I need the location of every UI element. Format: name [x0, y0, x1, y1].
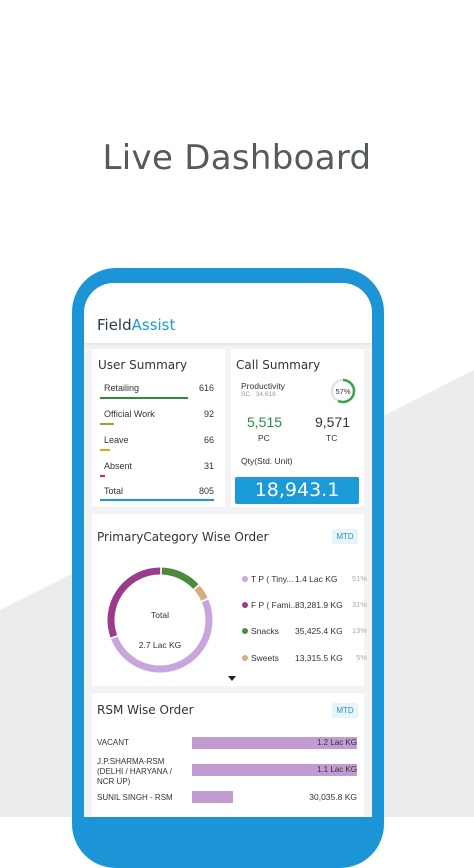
- user-summary-row-leave[interactable]: Leave 66: [100, 435, 214, 449]
- legend-percent: 13%: [351, 626, 367, 635]
- donut-segment[interactable]: [111, 599, 213, 673]
- user-summary-title: User Summary: [98, 358, 188, 372]
- user-summary-card[interactable]: User Summary Retailing 616 Official Work…: [92, 349, 225, 507]
- legend-item[interactable]: Sweets 13,315.5 KG 5%: [242, 653, 367, 665]
- legend-name: T P ( Tiny...: [251, 574, 294, 584]
- rsm-bar: [192, 764, 357, 776]
- legend-amount: 83,281.9 KG: [295, 600, 343, 610]
- rsm-bar: [192, 791, 234, 803]
- row-label: Leave: [104, 435, 129, 445]
- rsm-value: 1.2 Lac KG: [316, 738, 357, 747]
- rsm-value: 30,035.8 KG: [309, 792, 357, 802]
- rsm-row[interactable]: J.P.SHARMA-RSM (DELHI / HARYANA / NCR UP…: [97, 757, 359, 791]
- app-logo: FieldAssist: [97, 316, 175, 334]
- phone-screen: FieldAssist User Summary Retailing 616 O…: [84, 283, 372, 817]
- productivity-gauge: 57%: [330, 378, 356, 404]
- legend-amount: 13,315.5 KG: [295, 653, 343, 663]
- app-bar: FieldAssist: [84, 283, 372, 344]
- mtd-badge[interactable]: MTD: [332, 703, 358, 718]
- logo-text-assist: Assist: [131, 316, 176, 334]
- qty-value-box: 18,943.1: [235, 477, 359, 504]
- row-value: 31: [203, 461, 214, 471]
- category-donut-chart: Total 2.7 Lac KG: [107, 567, 213, 673]
- rsm-row[interactable]: SUNIL SINGH - RSM: [97, 791, 359, 805]
- donut-center-label: Total: [151, 610, 169, 620]
- qty-label: Qty(Std. Unit): [241, 456, 293, 466]
- rsm-card[interactable]: RSM Wise Order MTD VACANT J.P.SHARMA-RSM…: [92, 693, 364, 817]
- row-label: Official Work: [104, 409, 155, 419]
- legend-percent: 5%: [356, 653, 367, 662]
- rsm-name: J.P.SHARMA-RSM (DELHI / HARYANA / NCR UP…: [97, 757, 172, 786]
- legend-dot: [242, 576, 248, 582]
- donut-center-value: 2.7 Lac KG: [139, 640, 182, 650]
- leave-bar: [100, 449, 110, 451]
- row-value: 805: [198, 486, 214, 496]
- legend-amount: 1.4 Lac KG: [295, 574, 338, 584]
- rsm-name: SUNIL SINGH - RSM: [97, 793, 173, 802]
- legend-name: Snacks: [251, 626, 279, 636]
- legend-amount: 35,425.4 KG: [295, 626, 343, 636]
- official-work-bar: [100, 423, 114, 425]
- pc-value: 5,515: [247, 414, 283, 430]
- legend-name: F P ( Fami...: [251, 600, 298, 610]
- absent-bar: [100, 475, 105, 477]
- rsm-bar: [192, 737, 357, 749]
- retailing-bar: [100, 397, 188, 399]
- legend-percent: 51%: [351, 574, 367, 583]
- donut-segment[interactable]: [194, 585, 208, 601]
- legend-dot: [242, 628, 248, 634]
- qty-value: 18,943.1: [254, 479, 340, 501]
- primary-category-title: PrimaryCategory Wise Order: [97, 530, 269, 544]
- call-summary-title: Call Summary: [236, 358, 321, 372]
- call-summary-card[interactable]: Call Summary Productivity SC · 34,618 57…: [231, 349, 364, 507]
- user-summary-row-official-work[interactable]: Official Work 92: [100, 409, 214, 423]
- pc-label: PC: [258, 433, 270, 443]
- row-label: Total: [104, 486, 124, 496]
- rsm-name: VACANT: [97, 738, 129, 747]
- rsm-value: 1.1 Lac KG: [316, 765, 357, 774]
- headline: Live Dashboard: [102, 138, 372, 178]
- user-summary-row-total[interactable]: Total 805: [100, 486, 214, 500]
- row-value: 66: [203, 435, 214, 445]
- user-summary-row-absent[interactable]: Absent 31: [100, 461, 214, 475]
- legend-dot: [242, 602, 248, 608]
- total-bar: [100, 499, 214, 501]
- rsm-title: RSM Wise Order: [97, 703, 194, 717]
- tc-label: TC: [326, 433, 338, 443]
- row-value: 92: [203, 409, 214, 419]
- donut-segment[interactable]: [107, 567, 161, 638]
- legend-percent: 31%: [351, 600, 367, 609]
- legend-name: Sweets: [251, 653, 279, 663]
- donut-segment[interactable]: [161, 567, 199, 590]
- user-summary-row-retailing[interactable]: Retailing 616: [100, 383, 214, 397]
- legend-item[interactable]: F P ( Fami... 83,281.9 KG 31%: [242, 600, 367, 612]
- logo-text-field: Field: [97, 316, 132, 334]
- productivity-percent: 57%: [335, 387, 350, 396]
- rsm-row[interactable]: VACANT: [97, 736, 359, 750]
- productivity-subtext: SC · 34,618: [241, 391, 276, 398]
- legend-item[interactable]: T P ( Tiny... 1.4 Lac KG 51%: [242, 574, 367, 586]
- mtd-badge[interactable]: MTD: [332, 529, 358, 544]
- row-label: Absent: [104, 461, 133, 471]
- legend-item[interactable]: Snacks 35,425.4 KG 13%: [242, 626, 367, 638]
- tc-value: 9,571: [315, 414, 351, 430]
- productivity-label: Productivity: [241, 381, 285, 391]
- primary-category-card[interactable]: PrimaryCategory Wise Order MTD Total 2.7…: [92, 514, 367, 686]
- legend-dot: [242, 655, 248, 661]
- caret-down-icon[interactable]: [228, 676, 236, 681]
- row-value: 616: [198, 383, 214, 393]
- row-label: Retailing: [104, 383, 140, 393]
